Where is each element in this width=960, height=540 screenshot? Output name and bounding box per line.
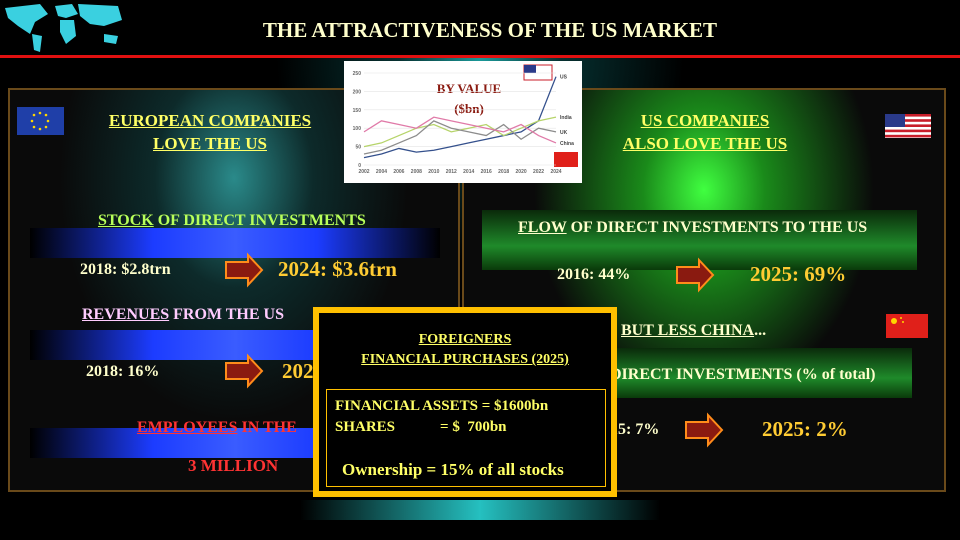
- arrow: [225, 353, 264, 389]
- y-tick-label: 0: [358, 163, 361, 169]
- x-tick-label: 2012: [446, 169, 457, 175]
- inset-bg: [344, 61, 582, 183]
- to-value: 2025: 69%: [750, 262, 847, 286]
- heading-line: EUROPEAN COMPANIES: [108, 111, 312, 130]
- revenues-label: REVENUES FROM THE US: [82, 306, 284, 324]
- arrow: [685, 412, 724, 448]
- to-value: 2025: 2%: [762, 417, 848, 441]
- label-key: REVENUES: [82, 306, 170, 323]
- series-label: UK: [560, 130, 568, 136]
- from-value: 2018: $2.8trn: [80, 261, 171, 278]
- y-tick-label: 200: [353, 89, 362, 95]
- y-tick-label: 150: [353, 108, 362, 114]
- callout-lines: FINANCIAL ASSETS = $1600bn SHARES = $ 700…: [335, 396, 548, 438]
- x-tick-label: 2004: [376, 169, 387, 175]
- ownership: Ownership = 15% of all stocks: [342, 460, 564, 479]
- to-value: 202: [282, 359, 314, 383]
- to-value: 2024: $3.6trn: [278, 257, 397, 281]
- inset-chart: BY VALUE ($bn) 0 50 100 150 200 250 2002 2004 20…: [344, 61, 582, 183]
- y-tick-label: 250: [353, 71, 362, 77]
- x-tick-label: 2014: [463, 169, 474, 175]
- title-line: FINANCIAL PURCHASES (2025): [361, 352, 569, 367]
- band: [30, 228, 440, 258]
- x-tick-label: 2018: [498, 169, 509, 175]
- employees-label: EMPLOYEES IN THE: [137, 419, 297, 437]
- callout-box: [313, 307, 617, 497]
- y-tick-label: 50: [355, 145, 361, 151]
- band: [600, 348, 912, 398]
- china-flag-mini: [554, 152, 578, 167]
- from-value: 2018: 16%: [86, 363, 160, 380]
- series-label: India: [560, 115, 572, 121]
- x-tick-label: 2010: [428, 169, 439, 175]
- label-rest: OF DIRECT INVESTMENTS TO THE US: [566, 219, 868, 236]
- heading-line: LOVE THE US: [152, 134, 267, 153]
- inner-box: [326, 389, 606, 487]
- employees-value: 3 MILLION: [188, 456, 279, 475]
- bottom-glow: [300, 500, 660, 520]
- stock-label: STOCK OF DIRECT INVESTMENTS: [98, 212, 366, 230]
- line: FINANCIAL ASSETS = $1600bn: [335, 398, 549, 414]
- china-flag: [886, 314, 928, 338]
- label-key: BUT LESS CHINA: [621, 322, 755, 339]
- inset-title: BY VALUE: [437, 81, 501, 96]
- series-line: [363, 116, 557, 144]
- callout-title: FOREIGNERS FINANCIAL PURCHASES (2025): [319, 330, 611, 370]
- header: [0, 0, 960, 56]
- y-tick-label: 100: [353, 126, 362, 132]
- x-tick-label: 2006: [393, 169, 404, 175]
- label-key: FLOW: [518, 219, 567, 236]
- label-key: STOCK: [98, 212, 154, 229]
- x-tick-label: 2024: [550, 169, 561, 175]
- right-heading: US COMPANIES ALSO LOVE THE US: [590, 109, 820, 155]
- x-tick-label: 2008: [411, 169, 422, 175]
- label-rest: ...: [754, 322, 767, 339]
- label-rest: FROM THE US: [169, 306, 284, 323]
- label-key: EMPLOYEES: [137, 419, 238, 436]
- red-rule: [0, 55, 960, 58]
- series-line: [363, 76, 557, 159]
- x-tick-label: 2002: [358, 169, 369, 175]
- heading-line: ALSO LOVE THE US: [622, 134, 788, 153]
- x-tick-label: 2016: [481, 169, 492, 175]
- arrow: [676, 257, 715, 293]
- title: THE ATTRACTIVENESS OF THE US MARKET: [262, 18, 718, 42]
- series-line: [363, 120, 557, 155]
- us-flag: [885, 114, 931, 138]
- label-rest: OF DIRECT INVESTMENTS: [153, 212, 366, 229]
- x-tick-label: 2020: [516, 169, 527, 175]
- from-value: 2016: 44%: [557, 266, 631, 283]
- heading-line: US COMPANIES: [640, 111, 770, 130]
- world-map: [5, 4, 122, 52]
- inset-title: ($bn): [454, 101, 484, 116]
- line: SHARES = $ 700bn: [335, 419, 507, 435]
- arrow: [225, 252, 264, 288]
- eu-flag: [17, 107, 64, 135]
- series-label: US: [560, 75, 568, 81]
- series-label: China: [560, 141, 574, 147]
- label-rest: IN THE: [237, 419, 297, 436]
- left-heading: EUROPEAN COMPANIES LOVE THE US: [90, 109, 330, 155]
- china-heading: BUT LESS CHINA...: [621, 322, 766, 340]
- flow-label: FLOW OF DIRECT INVESTMENTS TO THE US: [518, 219, 867, 237]
- x-tick-label: 2022: [533, 169, 544, 175]
- us-flag-mini: [524, 65, 536, 73]
- china-label: DIRECT INVESTMENTS (% of total): [610, 366, 876, 383]
- title-line: FOREIGNERS: [418, 332, 512, 347]
